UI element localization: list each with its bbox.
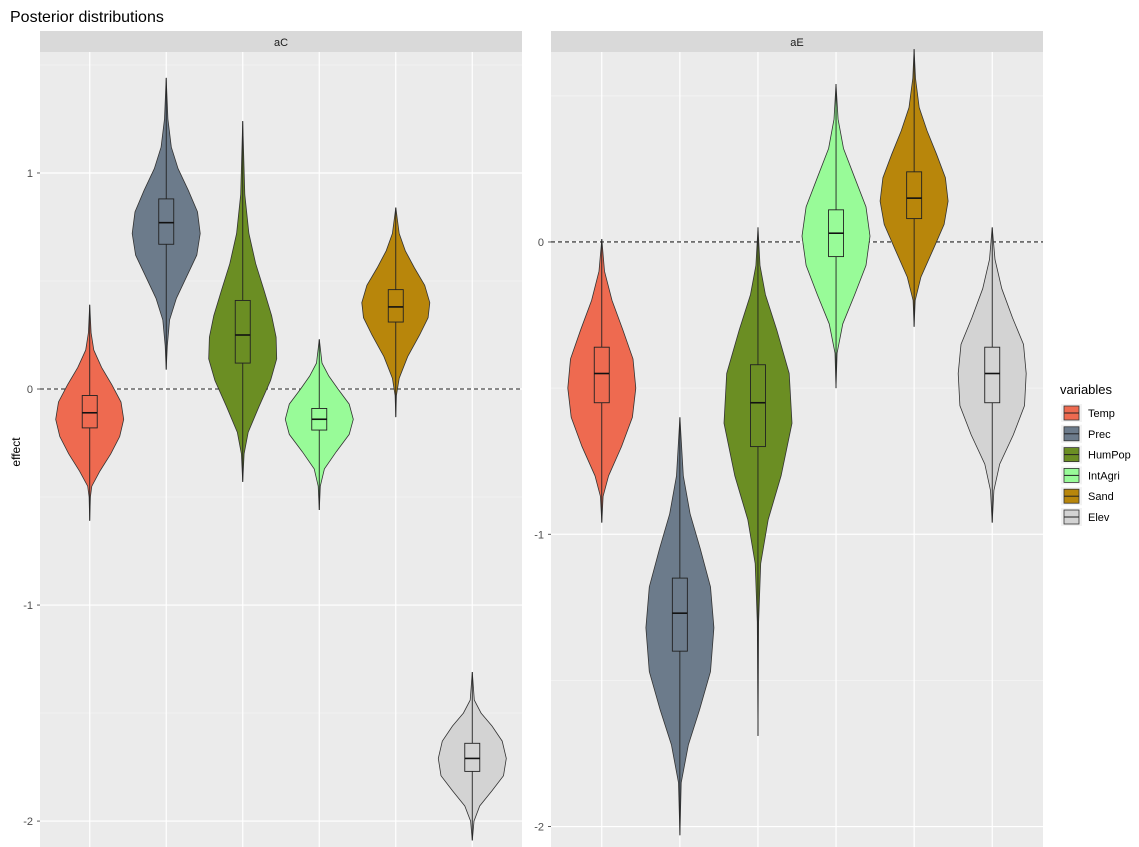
facet-strip-label: aE (790, 37, 803, 49)
y-tick-label: -2 (23, 816, 33, 828)
y-tick-label: -1 (23, 600, 33, 612)
box-Temp (593, 346, 610, 404)
box-Temp (81, 395, 98, 429)
legend-label-Prec: Prec (1088, 429, 1111, 441)
box-HumPop (234, 299, 251, 364)
box-Sand (387, 289, 404, 323)
box-Elev (464, 742, 481, 772)
facet-panels: aC 1 0 -1 -2 aE 0 -1 -2 (23, 31, 1043, 847)
facet-strip (551, 31, 1043, 52)
panel-aE: aE 0 -1 -2 (534, 31, 1043, 847)
box-Elev (984, 346, 1001, 404)
box-HumPop (750, 364, 766, 448)
box-Sand (906, 171, 923, 220)
y-tick-label: 0 (27, 384, 33, 396)
chart-title: Posterior distributions (10, 9, 164, 26)
panel-background (40, 52, 522, 847)
legend: variables Temp Prec HumPop IntAgri Sand Elev (1060, 382, 1131, 526)
legend-label-IntAgri: IntAgri (1088, 470, 1120, 482)
y-axis-title: effect (9, 437, 23, 467)
y-tick-label: 0 (538, 237, 544, 249)
legend-label-Temp: Temp (1088, 408, 1115, 420)
y-tick-label: -2 (534, 822, 544, 834)
y-tick-label: 1 (27, 168, 33, 180)
panel-aC: aC 1 0 -1 -2 (23, 31, 522, 847)
box-Prec (158, 198, 175, 245)
box-Prec (671, 577, 688, 652)
legend-label-Elev: Elev (1088, 512, 1110, 524)
legend-title: variables (1060, 382, 1113, 397)
facet-strip (40, 31, 522, 52)
legend-label-Sand: Sand (1088, 491, 1114, 503)
facet-strip-label: aC (274, 37, 288, 49)
legend-label-HumPop: HumPop (1088, 450, 1131, 462)
y-tick-label: -1 (534, 529, 544, 541)
panel-background (551, 52, 1043, 847)
